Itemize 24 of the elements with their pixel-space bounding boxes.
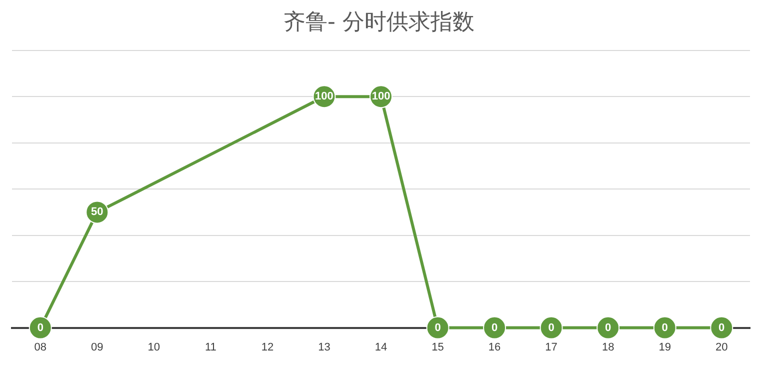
data-label: 100 (315, 90, 334, 103)
x-tick-label: 09 (91, 341, 104, 354)
x-tick-label: 17 (545, 341, 558, 354)
x-tick-label: 08 (34, 341, 47, 354)
data-label: 0 (605, 322, 612, 334)
data-label: 0 (491, 322, 498, 334)
data-label: 0 (434, 322, 441, 334)
data-label: 0 (548, 322, 554, 334)
x-tick-label: 18 (602, 341, 614, 354)
x-tick-label: 19 (658, 341, 671, 354)
chart-title: 齐鲁- 分时供求指数 (284, 10, 474, 35)
x-tick-label: 10 (148, 341, 160, 354)
x-tick-label: 16 (488, 341, 501, 354)
data-label: 0 (662, 322, 668, 334)
data-label: 100 (372, 90, 390, 103)
x-tick-label: 12 (261, 341, 274, 354)
x-tick-label: 14 (374, 341, 388, 354)
x-tick-label: 11 (204, 341, 216, 354)
x-tick-label: 15 (432, 341, 444, 354)
data-label: 0 (718, 322, 725, 334)
data-label: 50 (91, 206, 104, 218)
x-tick-label: 13 (318, 341, 330, 354)
data-label: 0 (37, 322, 44, 334)
x-tick-label: 20 (715, 341, 728, 354)
